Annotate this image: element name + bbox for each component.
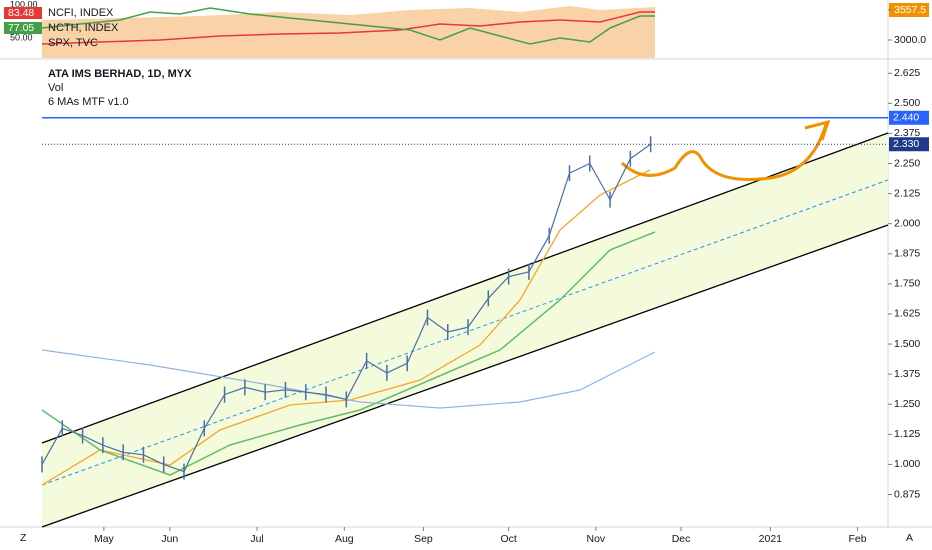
left-tick: 100.00 <box>10 0 38 9</box>
x-tick-label: Feb <box>849 533 867 545</box>
corner-button[interactable]: A <box>906 532 913 544</box>
price-line <box>41 143 651 473</box>
x-tick-label: Sep <box>414 533 433 545</box>
channel-upper <box>41 132 889 444</box>
forecast-drawing <box>620 123 828 182</box>
y-tick-label: 1.375 <box>894 368 920 380</box>
y-tick-label: 2.500 <box>894 97 920 109</box>
top-tick-label: 3557.5 <box>894 4 926 16</box>
ma-blue <box>41 349 656 409</box>
y-tick-label: 2.125 <box>894 187 920 199</box>
x-tick-label: Dec <box>672 533 691 545</box>
legend-value: 77.05 <box>8 22 34 34</box>
y-tick-label: 2.250 <box>894 157 920 169</box>
x-tick-label: Nov <box>587 533 606 545</box>
price-badge <box>889 110 929 125</box>
top-tick-label: 3000.0 <box>894 34 926 46</box>
y-tick-label: 0.875 <box>894 488 920 500</box>
indicator: 6 MAs MTF v1.0 <box>48 96 129 108</box>
x-tick-label: 2021 <box>759 533 783 545</box>
x-tick-label: Jul <box>250 533 263 545</box>
legend-value: 83.48 <box>8 7 34 19</box>
y-tick-label: 1.625 <box>894 308 920 320</box>
ma-green <box>41 231 656 476</box>
indicator: Vol <box>48 82 63 94</box>
price-badge-label: 2.330 <box>893 138 919 150</box>
x-tick-label: Oct <box>500 533 516 545</box>
x-tick-label: Jun <box>161 533 178 545</box>
channel-lower <box>41 224 889 528</box>
price-badge <box>889 137 929 152</box>
y-tick-label: 2.625 <box>894 67 920 79</box>
y-tick-label: 2.375 <box>894 127 920 139</box>
y-tick-label: 1.750 <box>894 278 920 290</box>
ncfi-line <box>41 11 655 45</box>
ncth-line <box>41 7 655 45</box>
spx-badge <box>889 3 929 17</box>
legend-badge <box>4 7 42 19</box>
chart-title: ATA IMS BERHAD, 1D, MYX <box>48 68 192 80</box>
y-tick-label: 1.250 <box>894 398 920 410</box>
x-tick-label: Aug <box>335 533 354 545</box>
y-tick-label: 2.000 <box>894 217 920 229</box>
price-badge-label: 2.440 <box>893 112 919 124</box>
legend-badge <box>4 22 42 34</box>
left-tick: 50.00 <box>10 32 33 42</box>
y-tick-label: 1.125 <box>894 428 920 440</box>
corner-button[interactable]: Z <box>20 532 27 544</box>
forecast-arrow <box>804 119 831 141</box>
channel-mid <box>41 179 889 486</box>
legend-entry: NCTH, INDEX <box>48 22 119 34</box>
channel-fill <box>42 133 888 527</box>
y-tick-label: 1.500 <box>894 338 920 350</box>
y-tick-label: 1.875 <box>894 248 920 260</box>
y-tick-label: 1.000 <box>894 458 920 470</box>
legend-entry: SPX, TVC <box>48 37 98 49</box>
x-tick-label: May <box>94 533 115 545</box>
legend-entry: NCFI, INDEX <box>48 7 114 19</box>
